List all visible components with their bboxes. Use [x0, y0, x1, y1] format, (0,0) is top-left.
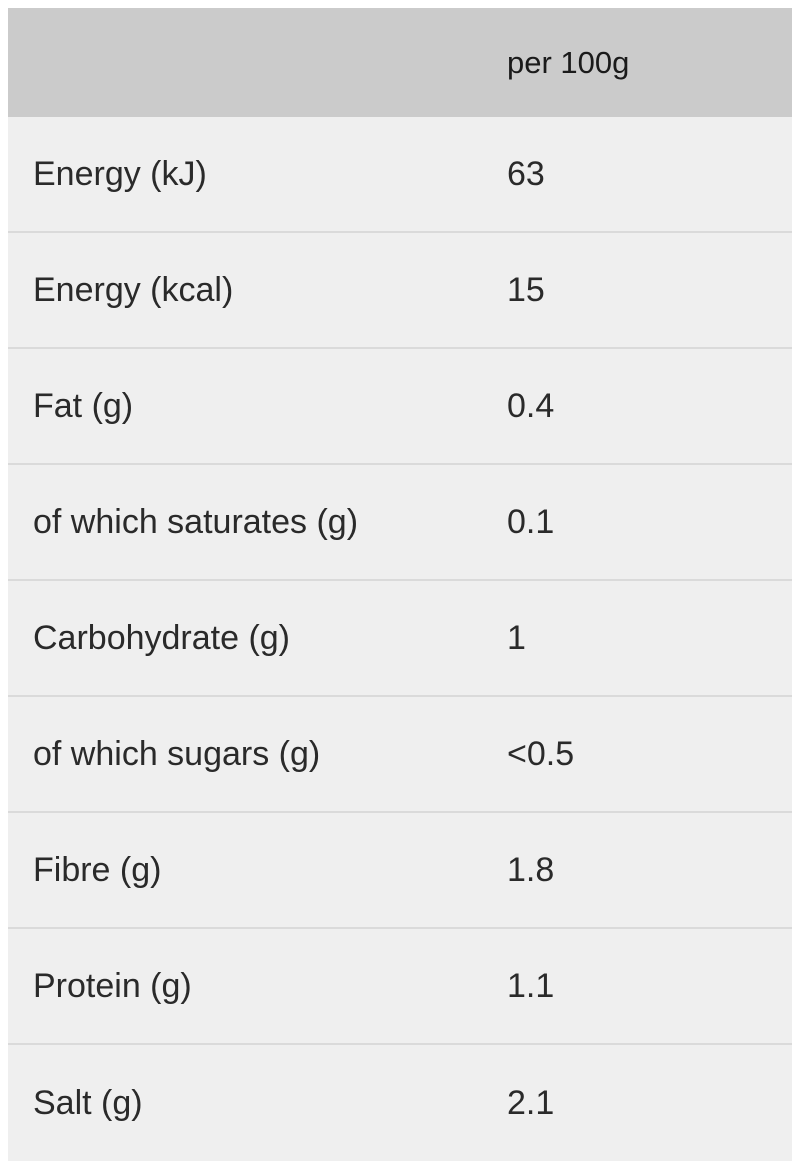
table-row: of which saturates (g) 0.1 [8, 465, 792, 581]
table-row: Energy (kcal) 15 [8, 233, 792, 349]
nutrition-table: per 100g Energy (kJ) 63 Energy (kcal) 15 Fat… [8, 8, 792, 1161]
nutrient-value: 2.1 [507, 1083, 555, 1122]
nutrient-value: 1.8 [507, 850, 555, 889]
nutrient-value: 1 [507, 618, 526, 657]
nutrient-label: Energy (kJ) [33, 154, 207, 193]
nutrient-label: Carbohydrate (g) [33, 618, 291, 657]
table-row: Fat (g) 0.4 [8, 349, 792, 465]
nutrient-label: Fibre (g) [33, 850, 162, 889]
nutrient-value: 1.1 [507, 966, 555, 1005]
table-row: Carbohydrate (g) 1 [8, 581, 792, 697]
table-row: Fibre (g) 1.8 [8, 813, 792, 929]
nutrient-value: 63 [507, 154, 545, 193]
nutrient-value: 0.1 [507, 502, 555, 541]
table-row: Energy (kJ) 63 [8, 117, 792, 233]
nutrient-label: of which saturates (g) [33, 502, 359, 541]
nutrient-label: Fat (g) [33, 386, 134, 425]
nutrient-label: of which sugars (g) [33, 734, 321, 773]
nutrient-value: 15 [507, 270, 545, 309]
nutrient-value: <0.5 [507, 734, 575, 773]
header-cell: per 100g [507, 44, 630, 80]
nutrient-value: 0.4 [507, 386, 555, 425]
nutrient-label: Protein (g) [33, 966, 192, 1005]
nutrient-label: Energy (kcal) [33, 270, 234, 309]
header-row: per 100g [8, 8, 792, 117]
table-row: Salt (g) 2.1 [8, 1045, 792, 1161]
table-row: Protein (g) 1.1 [8, 929, 792, 1045]
nutrient-label: Salt (g) [33, 1083, 143, 1122]
table-row: of which sugars (g) <0.5 [8, 697, 792, 813]
